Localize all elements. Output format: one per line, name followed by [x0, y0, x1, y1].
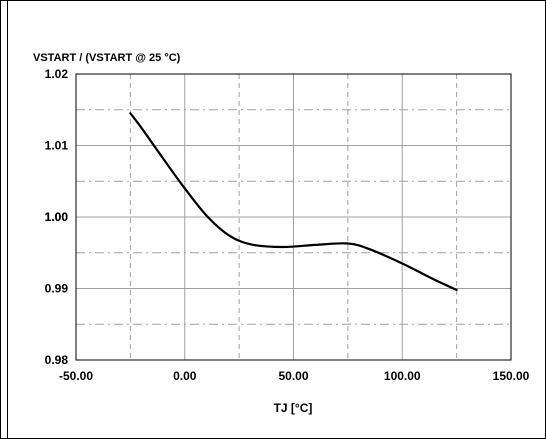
y-axis-ticks: 0.980.991.001.001.011.02	[45, 67, 69, 367]
plot-frame	[75, 73, 512, 361]
y-tick-label: 1.00	[45, 210, 69, 224]
y-tick-label: 0.98	[45, 353, 69, 367]
x-tick-label: -50.00	[59, 369, 93, 383]
x-axis-ticks: -50.00 0.00 50.00 100.00 150.00	[59, 369, 530, 383]
x-tick-label: 150.00	[493, 369, 530, 383]
series-line	[129, 112, 458, 291]
chart-title: VSTART / (VSTART @ 25 °C)	[33, 52, 181, 64]
y-tick-label: 1.00	[45, 210, 69, 224]
y-tick-label: 1.01	[45, 139, 69, 153]
x-tick-label: 0.00	[173, 369, 197, 383]
y-tick-label: 0.99	[45, 282, 69, 296]
x-tick-label: 50.00	[278, 369, 308, 383]
grid-lines	[76, 74, 511, 360]
x-axis-label: TJ [°C]	[274, 401, 313, 415]
x-tick-label: 100.00	[384, 369, 421, 383]
y-tick-label: 1.02	[45, 67, 69, 81]
